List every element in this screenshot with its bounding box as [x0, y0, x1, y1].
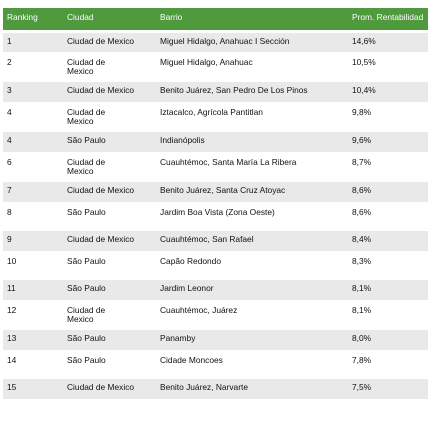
table-cell: São Paulo: [63, 252, 156, 280]
table-row: 15 Ciudad de Mexico Benito Juárez, Narvart…: [3, 378, 428, 401]
table-cell: Ciudad de Mexico: [63, 301, 156, 330]
table-cell: Ciudad de Mexico: [63, 230, 156, 253]
table-cell: São Paulo: [63, 203, 156, 231]
table-cell: 7: [3, 181, 63, 204]
table-cell: Jardim Leonor: [156, 279, 348, 302]
table-row: 11 São Paulo Jardim Leonor 8,1%: [3, 279, 428, 302]
table-cell: 14: [3, 351, 63, 379]
table-cell: Cuauhtémoc, San Rafael: [156, 230, 348, 253]
table-row: 4 Ciudad de Mexico Iztacalco, Agrícola Pan…: [3, 103, 428, 132]
header-cell: Barrio: [156, 8, 348, 33]
table-cell: 8,3%: [348, 252, 428, 280]
table-cell: Ciudad de Mexico: [63, 81, 156, 104]
table-row: 6 Ciudad de Mexico Cuauhtémoc, Santa María…: [3, 153, 428, 182]
table-cell: Indianópolis: [156, 131, 348, 154]
table-cell: Benito Juárez, Narvarte: [156, 378, 348, 401]
table-cell: Benito Juárez, Santa Cruz Atoyac: [156, 181, 348, 204]
table-row: 12 Ciudad de Mexico Cuauhtémoc, Juárez 8,1%: [3, 301, 428, 330]
table-cell: 8,1%: [348, 279, 428, 302]
table-cell: 8,0%: [348, 329, 428, 352]
table-cell: São Paulo: [63, 351, 156, 379]
header-cell: Ciudad: [63, 8, 156, 33]
table-cell: 8,1%: [348, 301, 428, 330]
table-body: 1 Ciudad de Mexico Miguel Hidalgo, Anahuac…: [3, 31, 428, 401]
table-cell: Miguel Hidalgo, Anahuac I Sección: [156, 31, 348, 54]
table-cell: 15: [3, 378, 63, 401]
table-cell: 8,7%: [348, 153, 428, 182]
header-cell: Prom. Rentabilidad: [348, 8, 428, 33]
table-cell: 4: [3, 103, 63, 132]
table-cell: 3: [3, 81, 63, 104]
table-cell: São Paulo: [63, 279, 156, 302]
table-row: 9 Ciudad de Mexico Cuauhtémoc, San Rafael 8…: [3, 230, 428, 253]
table-cell: 13: [3, 329, 63, 352]
table-cell: Ciudad de Mexico: [63, 103, 156, 132]
table-row: 8 São Paulo Jardim Boa Vista (Zona Oeste) 8…: [3, 203, 428, 231]
table-cell: Ciudad de Mexico: [63, 53, 156, 82]
table-cell: 4: [3, 131, 63, 154]
table-cell: 6: [3, 153, 63, 182]
table-cell: Ciudad de Mexico: [63, 31, 156, 54]
table-row: 2 Ciudad de Mexico Miguel Hidalgo, Anahuac…: [3, 53, 428, 82]
table-cell: 8: [3, 203, 63, 231]
header-cell: Ranking: [3, 8, 63, 33]
table-cell: Ciudad de Mexico: [63, 153, 156, 182]
table-row: 14 São Paulo Cidade Moncoes 7,8%: [3, 351, 428, 379]
table-cell: Jardim Boa Vista (Zona Oeste): [156, 203, 348, 231]
table-cell: 11: [3, 279, 63, 302]
table-row: 13 São Paulo Panamby 8,0%: [3, 329, 428, 352]
table-cell: 8,6%: [348, 203, 428, 231]
table-cell: 10,4%: [348, 81, 428, 104]
table-cell: 10: [3, 252, 63, 280]
table-cell: Benito Juárez, San Pedro De Los Pinos: [156, 81, 348, 104]
table-cell: 7,8%: [348, 351, 428, 379]
table-cell: Ciudad de Mexico: [63, 378, 156, 401]
table-cell: 12: [3, 301, 63, 330]
table-cell: 14,6%: [348, 31, 428, 54]
table-cell: 8,6%: [348, 181, 428, 204]
table-cell: 9,6%: [348, 131, 428, 154]
table-row: 10 São Paulo Capão Redondo 8,3%: [3, 252, 428, 280]
table-cell: Ciudad de Mexico: [63, 181, 156, 204]
table-cell: 9,8%: [348, 103, 428, 132]
table-cell: Capão Redondo: [156, 252, 348, 280]
table-cell: 7,5%: [348, 378, 428, 401]
header-row: Ranking Ciudad Barrio Prom. Rentabilidad: [3, 8, 428, 33]
table-cell: Cuauhtémoc, Santa María La Ribera: [156, 153, 348, 182]
table-cell: Iztacalco, Agrícola Pantitlan: [156, 103, 348, 132]
table-cell: Miguel Hidalgo, Anahuac: [156, 53, 348, 82]
table-cell: Cuauhtémoc, Juárez: [156, 301, 348, 330]
table-row: 7 Ciudad de Mexico Benito Juárez, Santa Cr…: [3, 181, 428, 204]
table-cell: São Paulo: [63, 329, 156, 352]
table-cell: São Paulo: [63, 131, 156, 154]
table-row: 4 São Paulo Indianópolis 9,6%: [3, 131, 428, 154]
table-cell: 8,4%: [348, 230, 428, 253]
table-cell: 2: [3, 53, 63, 82]
table-cell: 10,5%: [348, 53, 428, 82]
table-cell: 1: [3, 31, 63, 54]
table-cell: Cidade Moncoes: [156, 351, 348, 379]
table-row: 3 Ciudad de Mexico Benito Juárez, San Pedr…: [3, 81, 428, 104]
table-cell: 9: [3, 230, 63, 253]
table-cell: Panamby: [156, 329, 348, 352]
table-header: Ranking Ciudad Barrio Prom. Rentabilidad: [3, 8, 428, 33]
table-row: 1 Ciudad de Mexico Miguel Hidalgo, Anahuac…: [3, 31, 428, 54]
